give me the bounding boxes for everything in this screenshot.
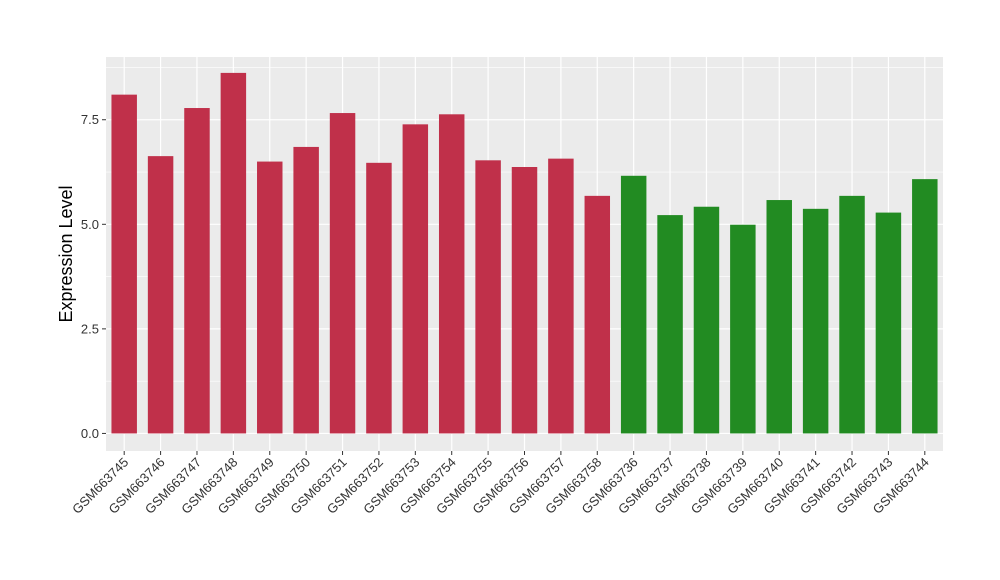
x-axis: GSM663745GSM663746GSM663747GSM663748GSM6…: [69, 451, 932, 517]
bar-GSM663756: [511, 167, 538, 434]
bar-GSM663740: [766, 200, 792, 434]
y-tick-label: 0.0: [81, 426, 99, 441]
bar-GSM663747: [184, 108, 210, 434]
bar-GSM663748: [220, 72, 247, 434]
y-axis: 0.0 2.5 5.0 7.5: [81, 112, 106, 441]
bar-GSM663749: [257, 161, 283, 434]
bar-GSM663744: [912, 179, 938, 434]
bar-GSM663743: [875, 212, 902, 434]
bar-GSM663751: [329, 113, 356, 434]
bar-GSM663745: [111, 94, 137, 434]
bars: [111, 72, 938, 434]
bar-GSM663757: [548, 158, 574, 434]
bar-GSM663739: [730, 224, 756, 434]
bar-GSM663752: [366, 162, 392, 434]
y-axis-title: Expression Level: [56, 185, 76, 322]
y-tick-label: 5.0: [81, 217, 99, 232]
bar-GSM663741: [802, 208, 829, 434]
bar-GSM663754: [438, 114, 465, 434]
bar-GSM663736: [620, 175, 647, 434]
bar-GSM663742: [839, 195, 865, 434]
bar-GSM663737: [657, 215, 683, 434]
bar-GSM663738: [693, 206, 720, 434]
y-tick-label: 7.5: [81, 112, 99, 127]
bar-GSM663746: [147, 156, 174, 434]
bar-GSM663750: [293, 146, 319, 434]
bar-GSM663755: [475, 160, 501, 434]
bar-GSM663758: [584, 195, 611, 434]
y-tick-label: 2.5: [81, 321, 99, 336]
bar-GSM663753: [402, 124, 429, 434]
